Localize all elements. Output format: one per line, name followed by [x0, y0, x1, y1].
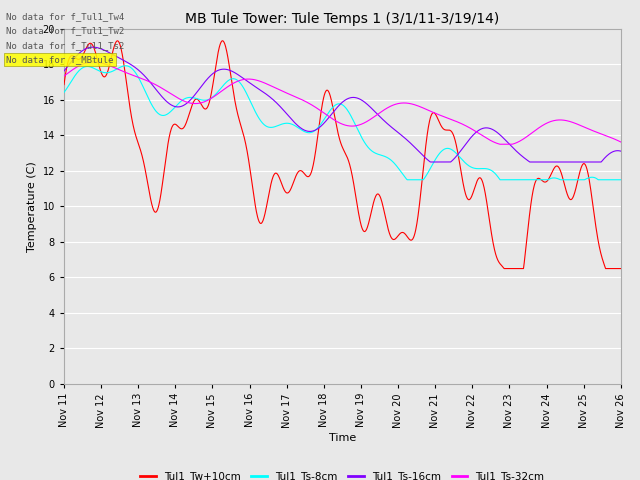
Legend: Tul1_Tw+10cm, Tul1_Ts-8cm, Tul1_Ts-16cm, Tul1_Ts-32cm: Tul1_Tw+10cm, Tul1_Ts-8cm, Tul1_Ts-16cm,…: [136, 468, 548, 480]
Text: No data for f_Tul1_Tw2: No data for f_Tul1_Tw2: [6, 26, 125, 36]
Y-axis label: Temperature (C): Temperature (C): [27, 161, 37, 252]
Text: No data for f_Tul1_Ts2: No data for f_Tul1_Ts2: [6, 41, 125, 50]
X-axis label: Time: Time: [329, 433, 356, 443]
Title: MB Tule Tower: Tule Temps 1 (3/1/11-3/19/14): MB Tule Tower: Tule Temps 1 (3/1/11-3/19…: [185, 12, 500, 26]
Text: No data for f_Tul1_Tw4: No data for f_Tul1_Tw4: [6, 12, 125, 21]
Text: No data for f_MBtule: No data for f_MBtule: [6, 55, 114, 64]
